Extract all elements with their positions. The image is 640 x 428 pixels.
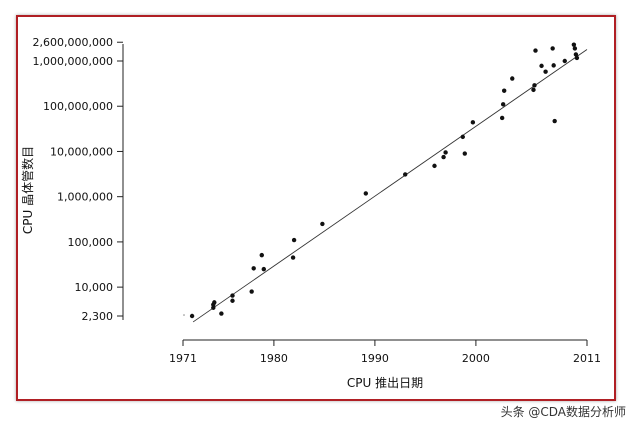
data-point <box>573 52 579 57</box>
data-point <box>291 237 297 243</box>
data-point <box>249 289 254 294</box>
data-point <box>572 46 578 51</box>
data-point <box>532 83 537 88</box>
x-tick-label: 1990 <box>361 352 389 365</box>
x-axis-title: CPU 推出日期 <box>347 376 423 390</box>
data-point <box>219 311 224 316</box>
watermark: 头条 @CDA数据分析师 <box>500 405 626 419</box>
trend-line-group <box>183 49 588 323</box>
data-point <box>551 63 556 68</box>
x-tick-label: 2000 <box>462 352 490 365</box>
data-point <box>499 115 505 121</box>
data-point <box>290 255 296 260</box>
data-point <box>363 191 369 196</box>
data-point <box>501 88 507 93</box>
data-point <box>212 300 217 305</box>
y-axis: 2,300 10,000 100,000 1,000,000 10,000,000 100… <box>33 36 124 323</box>
data-point <box>443 150 448 155</box>
origin-point <box>183 314 185 316</box>
data-point <box>462 151 467 156</box>
data-point <box>539 63 544 69</box>
data-point <box>543 69 548 74</box>
y-tick-label: 100,000,000 <box>43 100 113 113</box>
x-tick-label: 1971 <box>169 352 197 365</box>
data-points <box>189 42 580 319</box>
y-tick-label: 1,000,000 <box>57 191 113 204</box>
data-point <box>531 87 536 93</box>
data-point <box>403 172 408 177</box>
x-tick-label: 2011 <box>573 352 601 365</box>
data-point <box>230 298 235 303</box>
data-point <box>550 46 555 51</box>
data-point <box>441 154 446 160</box>
y-axis-title: CPU 晶体管数目 <box>20 146 35 234</box>
x-axis: 1971 1980 1990 2000 2011 <box>169 339 601 365</box>
x-tick-label: 1980 <box>260 352 288 365</box>
data-point <box>571 42 577 47</box>
data-point <box>574 55 580 61</box>
data-point <box>259 252 264 258</box>
data-point <box>510 76 515 81</box>
data-point <box>533 48 538 53</box>
chart-frame <box>16 15 616 401</box>
data-point <box>500 102 506 107</box>
data-point <box>562 58 567 64</box>
data-point <box>230 293 235 298</box>
data-point <box>261 266 266 272</box>
y-tick-label: 10,000 <box>75 281 114 294</box>
y-tick-label: 10,000,000 <box>50 145 113 158</box>
data-point <box>460 134 465 140</box>
y-tick-label: 1,000,000,000 <box>33 55 113 68</box>
trend-line <box>192 49 588 323</box>
y-tick-label: 2,600,000,000 <box>33 36 113 49</box>
data-point <box>189 313 195 319</box>
data-point <box>432 163 437 169</box>
y-tick-label: 2,300 <box>82 310 114 323</box>
data-point <box>470 120 476 125</box>
data-point <box>552 118 557 124</box>
data-point <box>251 266 256 271</box>
data-point <box>211 305 216 310</box>
y-tick-label: 100,000 <box>68 236 114 249</box>
data-point <box>320 221 325 227</box>
